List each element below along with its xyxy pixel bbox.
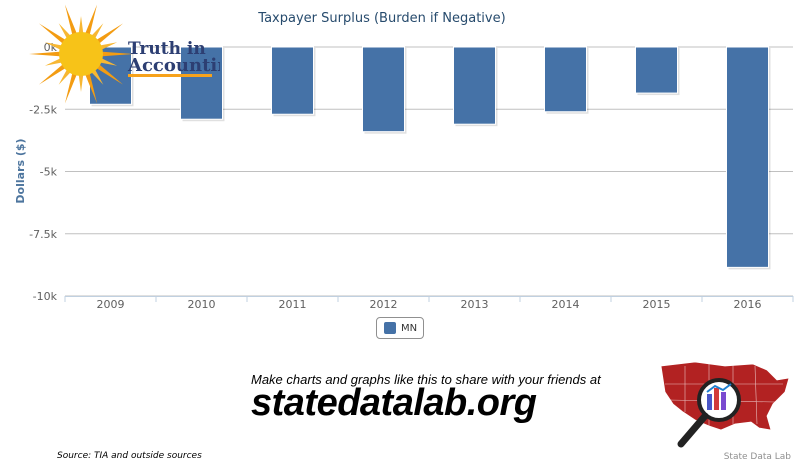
bar-chart: Taxpayer Surplus (Burden if Negative) Do…: [14, 11, 794, 311]
chart-title: Taxpayer Surplus (Burden if Negative): [257, 11, 505, 26]
state-data-lab-credit: State Data Lab: [723, 452, 791, 462]
x-tick-label: 2012: [370, 298, 398, 311]
sun-ray: [99, 42, 118, 51]
bar-2016[interactable]: [726, 46, 769, 268]
sun-ray: [38, 63, 67, 85]
sun-ray: [38, 23, 67, 45]
sun-ray: [44, 57, 63, 66]
x-tick-label: 2009: [97, 298, 125, 311]
bar-2013[interactable]: [453, 46, 496, 125]
state-data-lab-logo: [660, 361, 790, 448]
promo-text: Make charts and graphs like this to shar…: [251, 372, 601, 387]
x-tick-label: 2010: [188, 298, 216, 311]
sun-ray: [99, 57, 118, 66]
sun-ray: [90, 23, 104, 40]
x-tick-label: 2016: [734, 298, 762, 311]
sun-ray: [78, 16, 84, 35]
logo-text-truth: Truth in: [128, 39, 206, 59]
bar-series: [89, 46, 771, 270]
sun-ray: [90, 68, 104, 85]
sun-ray: [84, 72, 98, 104]
source-note: Source: TIA and outside sources: [57, 451, 202, 461]
sun-ray: [95, 63, 124, 85]
sun-ray: [44, 42, 63, 51]
bar-2014[interactable]: [544, 46, 587, 113]
legend-item-mn[interactable]: MN: [376, 317, 424, 339]
y-tick-label: -2.5k: [29, 103, 57, 116]
bar-2010[interactable]: [180, 46, 223, 120]
sun-ray: [64, 4, 78, 36]
sun-ray: [29, 51, 62, 57]
promo-url[interactable]: statedatalab.org: [251, 382, 537, 424]
sun-ray: [84, 4, 98, 36]
x-tick-label: 2014: [552, 298, 580, 311]
sun-ray: [78, 73, 84, 92]
truth-in-accounting-logo: Truth in Accounting: [29, 4, 220, 104]
legend-label: MN: [401, 322, 418, 334]
x-tick-label: 2013: [461, 298, 489, 311]
x-tick-label: 2015: [643, 298, 671, 311]
sun-ray: [64, 72, 78, 104]
logo-text-accounting: Accounting: [127, 55, 220, 76]
sun-rays-icon: [29, 4, 133, 104]
bar-2015[interactable]: [635, 46, 678, 94]
y-tick-label: -10k: [33, 290, 58, 303]
y-axis-label: Dollars ($): [14, 138, 27, 203]
sun-icon: [59, 32, 103, 76]
sun-ray: [58, 23, 72, 40]
legend-swatch: [384, 322, 396, 334]
bar-2012[interactable]: [362, 46, 405, 133]
y-tick-label: -7.5k: [29, 228, 57, 241]
x-tick-label: 2011: [279, 298, 307, 311]
sun-ray: [95, 23, 124, 45]
bar-2011[interactable]: [271, 46, 314, 115]
sun-ray: [100, 51, 133, 57]
sun-ray: [58, 68, 72, 85]
y-tick-label: -5k: [40, 166, 58, 179]
